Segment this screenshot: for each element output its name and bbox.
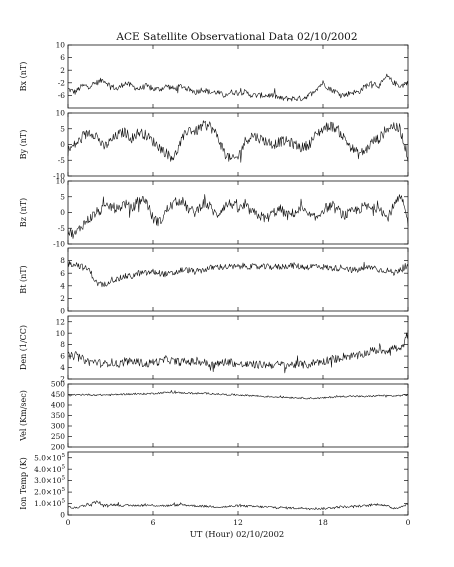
y-tick-label-vel-4: 400 bbox=[51, 401, 65, 410]
x-tick-label-1: 6 bbox=[151, 518, 156, 527]
y-tick-label-bt-2: 4 bbox=[60, 281, 65, 290]
y-tick-label-den-4: 10 bbox=[56, 329, 66, 338]
y-tick-label-vel-3: 350 bbox=[51, 411, 65, 420]
y-tick-label-vel-5: 450 bbox=[51, 390, 65, 399]
x-axis-label: UT (Hour) 02/10/2002 bbox=[190, 529, 285, 539]
x-tick-label-3: 18 bbox=[318, 518, 328, 527]
y-tick-label-vel-2: 300 bbox=[51, 422, 65, 431]
y-tick-label-den-5: 12 bbox=[56, 317, 65, 326]
y-tick-label-by-2: 0 bbox=[60, 140, 65, 149]
y-tick-label-bz-4: 10 bbox=[56, 177, 66, 186]
y-tick-label-bx-2: 2 bbox=[60, 66, 65, 75]
y-tick-label-bt-0: 0 bbox=[60, 307, 65, 316]
panel-frame-bt bbox=[67, 247, 409, 312]
y-tick-label-temp-1: 1.0×105 bbox=[34, 499, 65, 509]
y-tick-label-den-3: 8 bbox=[60, 340, 65, 349]
panels-group: Bx (nT) -6 -2 2 6 10 By (nT) -10 -5 0 5 10 Bz (nT) -1… bbox=[19, 41, 409, 520]
y-tick-label-bz-1: -5 bbox=[58, 224, 65, 233]
panel-frame-by bbox=[67, 112, 409, 177]
y-tick-label-bt-3: 6 bbox=[60, 269, 65, 278]
panel-frame-den bbox=[67, 315, 409, 380]
y-tick-label-den-2: 6 bbox=[60, 352, 65, 361]
y-axis-label-bt: Bt (nT) bbox=[19, 265, 28, 293]
y-axis-label-vel: Vel (Km/sec) bbox=[19, 390, 28, 442]
y-tick-label-vel-0: 200 bbox=[51, 443, 65, 452]
panel-bt: Bt (nT) 0 2 4 6 8 bbox=[19, 247, 409, 316]
y-axis-label-bz: Bz (nT) bbox=[19, 198, 28, 227]
y-tick-label-by-3: 5 bbox=[60, 124, 65, 133]
y-tick-label-by-0: -10 bbox=[53, 172, 65, 181]
series-line-bt bbox=[67, 261, 409, 288]
y-tick-label-bx-4: 10 bbox=[56, 41, 66, 50]
y-axis-label-temp: Ion Temp (K) bbox=[19, 457, 28, 510]
y-tick-label-vel-1: 250 bbox=[51, 432, 65, 441]
series-line-den bbox=[67, 330, 409, 374]
figure-title: ACE Satellite Observational Data 02/10/2… bbox=[115, 31, 357, 43]
y-tick-label-temp-3: 3.0×105 bbox=[34, 476, 65, 486]
y-tick-label-by-4: 10 bbox=[56, 109, 66, 118]
y-axis-label-den: Den (1/CC) bbox=[19, 325, 28, 370]
y-tick-label-bz-0: -10 bbox=[53, 240, 65, 249]
panel-bx: Bx (nT) -6 -2 2 6 10 bbox=[19, 41, 409, 109]
y-tick-label-vel-6: 500 bbox=[51, 380, 65, 389]
y-axis-label-bx: Bx (nT) bbox=[19, 62, 28, 92]
series-line-vel bbox=[67, 390, 409, 400]
y-tick-label-temp-2: 2.0×105 bbox=[34, 487, 65, 497]
x-tick-label-2: 12 bbox=[233, 518, 243, 527]
x-tick-label-0: 0 bbox=[66, 518, 71, 527]
series-line-by bbox=[67, 120, 409, 163]
y-tick-label-temp-5: 5.0×105 bbox=[34, 453, 65, 463]
y-tick-label-by-1: -5 bbox=[58, 156, 65, 165]
y-tick-label-bt-1: 2 bbox=[60, 294, 65, 303]
x-axis: 0 6 12 18 0 bbox=[66, 518, 411, 527]
y-tick-label-temp-0: 0 bbox=[60, 511, 65, 520]
y-tick-label-bt-4: 8 bbox=[60, 256, 65, 265]
series-line-bz bbox=[67, 194, 409, 239]
y-tick-label-bx-0: -6 bbox=[58, 91, 65, 100]
y-tick-label-bx-3: 6 bbox=[60, 53, 65, 62]
y-tick-label-temp-4: 4.0×105 bbox=[34, 464, 65, 474]
y-axis-label-by: By (nT) bbox=[19, 130, 28, 160]
y-tick-label-bz-3: 5 bbox=[60, 192, 65, 201]
y-tick-label-bx-1: -2 bbox=[58, 78, 65, 87]
x-tick-label-4: 0 bbox=[406, 518, 411, 527]
series-line-bx bbox=[67, 73, 409, 102]
y-tick-label-bz-2: 0 bbox=[60, 208, 65, 217]
panel-bz: Bz (nT) -10 -5 0 5 10 bbox=[19, 177, 409, 249]
series-line-temp bbox=[67, 500, 409, 511]
y-tick-label-den-0: 2 bbox=[60, 375, 65, 384]
panel-frame-vel bbox=[67, 383, 409, 448]
panel-frame-bx bbox=[67, 44, 409, 109]
panel-den: Den (1/CC) 2 4 6 8 10 12 bbox=[19, 315, 409, 384]
panel-by: By (nT) -10 -5 0 5 10 bbox=[19, 109, 409, 181]
y-tick-label-den-1: 4 bbox=[60, 363, 65, 372]
